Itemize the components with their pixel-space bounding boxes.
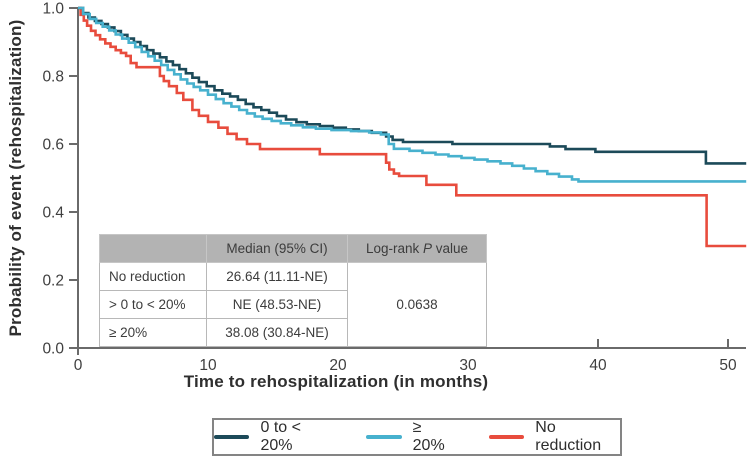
median-ci-table: Median (95% CI) Log-rank P value No redu…: [99, 234, 487, 347]
logrank-header-p: P: [423, 241, 433, 256]
y-tick-label: 1.0: [42, 1, 64, 18]
y-tick-label: 0.8: [42, 69, 64, 86]
logrank-p-value: 0.0638: [347, 262, 487, 347]
table-header-row: Median (95% CI) Log-rank P value: [99, 234, 487, 263]
median-ci-header: Median (95% CI): [206, 234, 348, 263]
legend-line-swatch: [366, 435, 402, 439]
x-axis-title: Time to rehospitalization (in months): [183, 372, 489, 391]
row-median: NE (48.53-NE): [206, 290, 348, 319]
x-tick-label: 30: [459, 357, 477, 374]
table-row: ≥ 20% 38.08 (30.84-NE): [99, 318, 487, 347]
legend-label: ≥ 20%: [412, 419, 445, 454]
x-tick-label: 20: [329, 357, 347, 374]
logrank-header-prefix: Log-rank: [365, 241, 423, 256]
km-chart-svg: 0.0 0.2 0.4 0.6 0.8 1.0 0 10 20 30 40 50: [42, 1, 747, 374]
legend-label: 0 to < 20%: [260, 419, 301, 454]
x-tick-label: 50: [719, 357, 737, 374]
km-curve-2: [78, 6, 747, 248]
row-median: 26.64 (11.11-NE): [206, 262, 348, 291]
row-label: No reduction: [99, 262, 207, 291]
legend-item: 0 to < 20%: [214, 419, 332, 455]
y-tick-label: 0.4: [42, 205, 64, 222]
x-tick-label: 10: [199, 357, 217, 374]
row-label: > 0 to < 20%: [99, 290, 207, 319]
legend-line-swatch: [488, 435, 525, 439]
legend-label: No reduction: [535, 419, 602, 454]
y-axis-title: Probability of event (rehospitalization): [6, 19, 25, 337]
table-corner-cell: [99, 234, 207, 263]
logrank-header: Log-rank P value: [347, 234, 487, 263]
y-tick-label: 0.2: [42, 273, 64, 290]
km-curve-1: [78, 6, 747, 183]
logrank-header-suffix: value: [432, 241, 469, 256]
y-tick-label: 0.0: [42, 341, 64, 358]
y-tick-label: 0.6: [42, 137, 64, 154]
table-row: No reduction 26.64 (11.11-NE) 0.0638: [99, 262, 487, 347]
km-curve-0: [78, 6, 747, 165]
chart-legend: 0 to < 20% ≥ 20% No reduction: [212, 418, 622, 456]
table-row: > 0 to < 20% NE (48.53-NE): [99, 290, 487, 319]
legend-item: No reduction: [488, 419, 620, 455]
x-tick-label: 0: [74, 357, 83, 374]
row-label: ≥ 20%: [99, 318, 207, 347]
legend-line-swatch: [214, 435, 250, 439]
x-tick-label: 40: [589, 357, 607, 374]
row-median: 38.08 (30.84-NE): [206, 318, 348, 347]
legend-item: ≥ 20%: [366, 419, 455, 455]
